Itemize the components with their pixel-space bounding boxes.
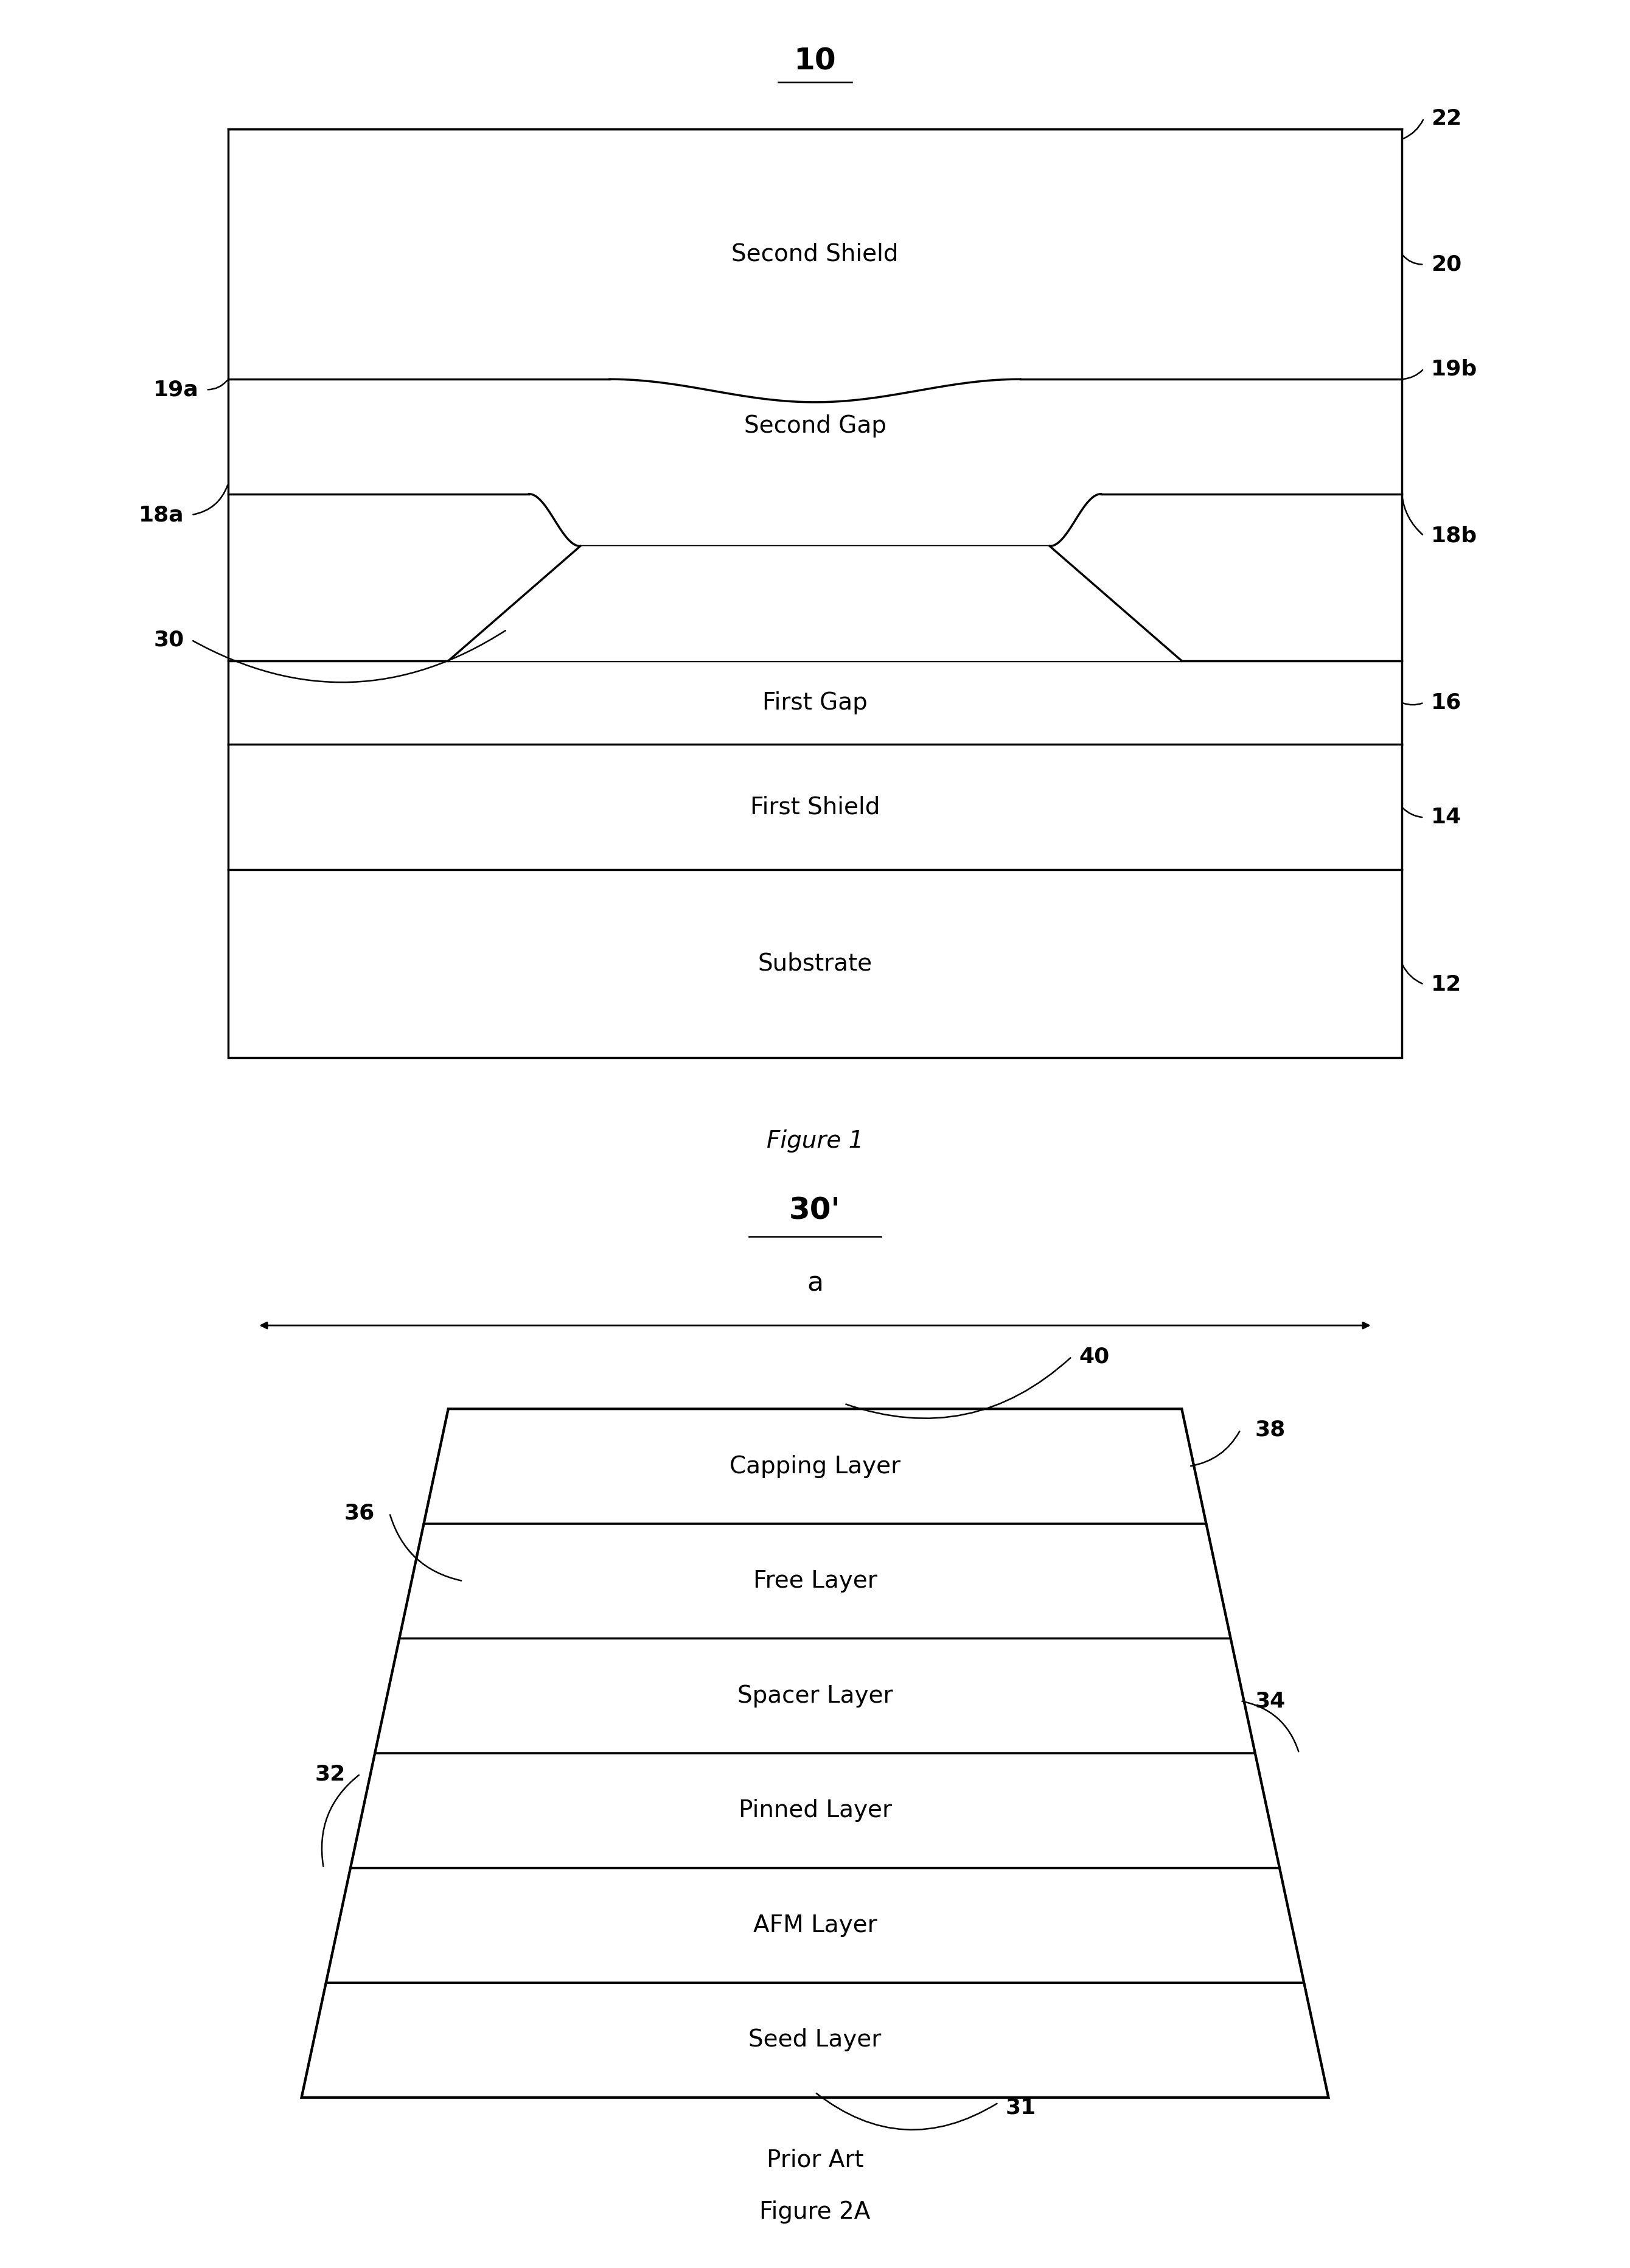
Text: 31: 31: [1006, 2098, 1037, 2118]
Text: 19b: 19b: [1431, 358, 1477, 379]
Text: Spacer Layer: Spacer Layer: [737, 1685, 893, 1708]
Text: AFM Layer: AFM Layer: [753, 1914, 877, 1937]
Polygon shape: [326, 1869, 1304, 1982]
Text: 19a: 19a: [153, 379, 199, 399]
Text: 12: 12: [1431, 973, 1462, 996]
Text: 10: 10: [794, 45, 836, 75]
Polygon shape: [350, 1753, 1280, 1869]
Text: 16: 16: [1431, 692, 1462, 712]
Polygon shape: [424, 1408, 1206, 1524]
Text: 14: 14: [1431, 807, 1462, 828]
Text: Substrate: Substrate: [758, 953, 872, 975]
Text: 32: 32: [315, 1765, 346, 1785]
Text: Seed Layer: Seed Layer: [748, 2028, 882, 2053]
Text: Free Layer: Free Layer: [753, 1569, 877, 1592]
Text: Pinned Layer: Pinned Layer: [738, 1799, 892, 1821]
Polygon shape: [448, 547, 1182, 660]
Text: 30: 30: [153, 631, 184, 651]
Text: Prior Art: Prior Art: [766, 2148, 864, 2170]
Text: Figure 2A: Figure 2A: [760, 2200, 870, 2223]
Text: 22: 22: [1431, 109, 1462, 129]
Polygon shape: [302, 1982, 1328, 2098]
Text: 34: 34: [1255, 1690, 1286, 1712]
Text: 20: 20: [1431, 254, 1462, 274]
Text: a: a: [807, 1270, 823, 1297]
Text: 30': 30': [789, 1195, 841, 1225]
Bar: [228, 129, 1402, 1057]
Text: First Gap: First Gap: [763, 692, 867, 714]
Polygon shape: [399, 1524, 1231, 1637]
Text: 40: 40: [1079, 1347, 1110, 1368]
Text: 36: 36: [344, 1504, 375, 1524]
Text: 18b: 18b: [1431, 526, 1477, 547]
Polygon shape: [375, 1637, 1255, 1753]
Text: Figure 1: Figure 1: [766, 1129, 864, 1152]
Text: First Shield: First Shield: [750, 796, 880, 819]
Text: Capping Layer: Capping Layer: [730, 1454, 900, 1479]
Text: 38: 38: [1255, 1420, 1286, 1440]
Text: Second Gap: Second Gap: [743, 415, 887, 438]
Text: 18a: 18a: [139, 503, 184, 526]
Text: Second Shield: Second Shield: [732, 243, 898, 265]
